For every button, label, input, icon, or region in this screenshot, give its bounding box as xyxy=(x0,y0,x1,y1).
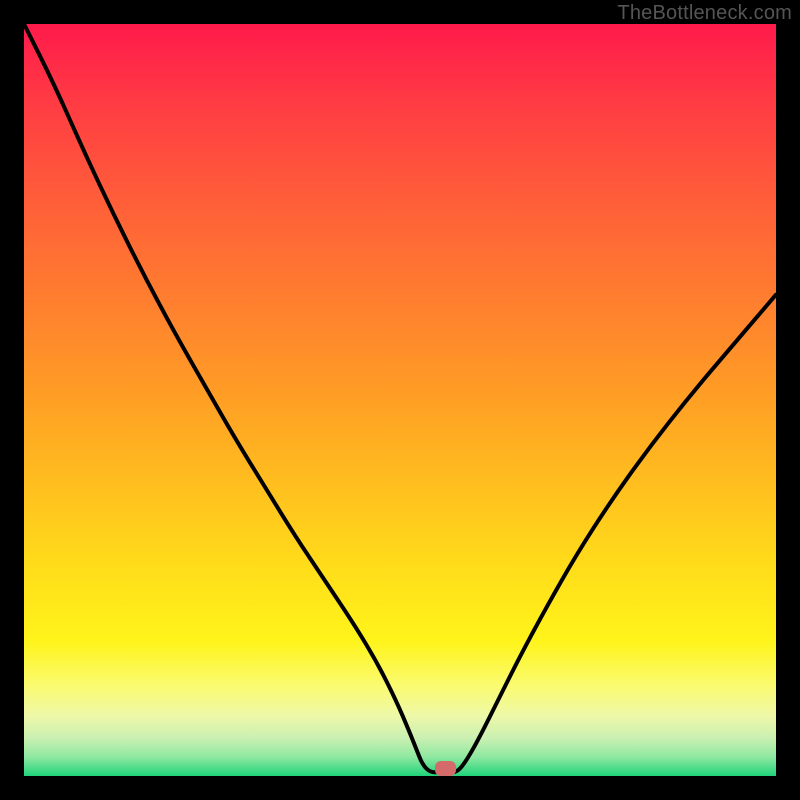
optimum-marker xyxy=(435,761,456,776)
stage: TheBottleneck.com xyxy=(0,0,800,800)
watermark-text: TheBottleneck.com xyxy=(617,2,792,25)
plot-area xyxy=(24,24,776,776)
bottleneck-curve xyxy=(24,24,776,776)
